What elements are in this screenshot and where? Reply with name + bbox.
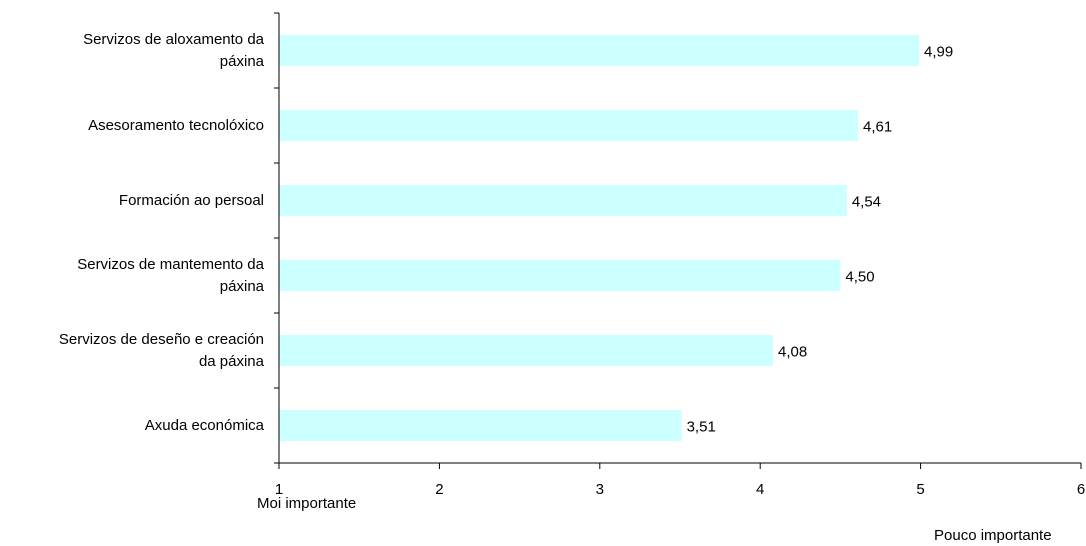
bar-value-label: 3,51 [687, 419, 716, 436]
x-tick-label: 5 [916, 481, 924, 498]
category-label: Servizos de deseño e creación da páxina [58, 330, 264, 370]
bar [279, 110, 859, 141]
bar-value-label: 4,54 [852, 194, 881, 211]
category-label: Axuda económica [144, 416, 264, 434]
x-axis-min-note: Moi importante [257, 495, 357, 512]
category-label: Servizos de aloxamento da páxina [83, 30, 264, 70]
bar-value-label: 4,50 [845, 269, 874, 286]
bar [279, 260, 841, 291]
x-tick-label: 3 [596, 481, 604, 498]
bar [279, 410, 682, 441]
axes-group [274, 12, 1081, 464]
x-tick-label: 4 [756, 481, 764, 498]
bar [279, 335, 774, 366]
category-label: Asesoramento tecnolóxico [88, 116, 264, 134]
x-ticks-group: 1 2 3 4 5 6 [275, 463, 1085, 498]
x-tick-label: 1 [275, 481, 283, 498]
bar [279, 185, 847, 216]
bar [279, 35, 919, 66]
x-tick-label: 2 [435, 481, 443, 498]
bar-value-label: 4,08 [778, 344, 807, 361]
category-label: Formación ao persoal [118, 191, 264, 209]
value-labels-group: 4,99 4,61 4,54 4,50 4,08 3,51 [687, 44, 954, 436]
category-label: Servizos de mantemento da páxina [77, 255, 264, 295]
bar-value-label: 4,99 [924, 44, 953, 61]
bars-group [279, 35, 919, 441]
bar-value-label: 4,61 [863, 119, 892, 136]
x-axis-max-note: Pouco importante [934, 527, 1052, 544]
x-tick-label: 6 [1077, 481, 1085, 498]
